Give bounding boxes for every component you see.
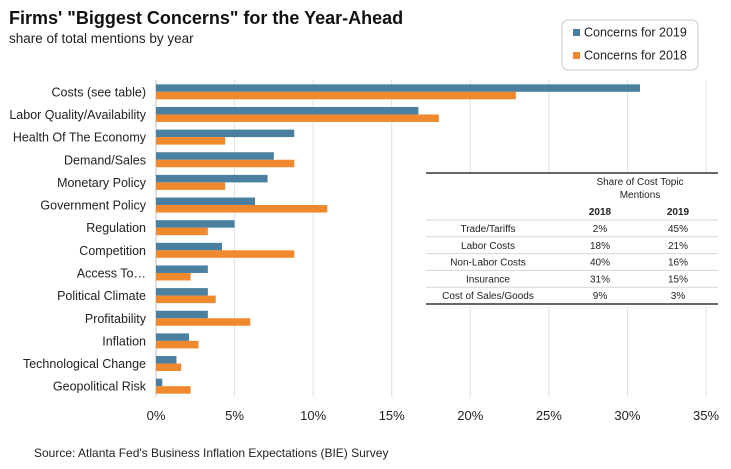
bar-2019-inflation <box>156 333 189 341</box>
category-label-technological-change: Technological Change <box>23 357 146 371</box>
legend: Concerns for 2019 Concerns for 2018 <box>561 19 699 71</box>
bar-2019-access-to <box>156 265 208 273</box>
legend-swatch-2018 <box>573 52 580 59</box>
x-tick-label: 10% <box>300 408 326 423</box>
x-tick-label: 30% <box>614 408 640 423</box>
bar-2018-technological-change <box>156 363 182 372</box>
chart-subtitle: share of total mentions by year <box>9 31 194 46</box>
bar-2019-labor-quality-availability <box>156 106 419 115</box>
category-label-competition: Competition <box>79 244 146 258</box>
table-cell-2018: 40% <box>590 258 610 269</box>
category-labels: Costs (see table) Labor Quality/Availabil… <box>9 85 146 393</box>
category-label-political-climate: Political Climate <box>57 289 146 303</box>
table-rows: Trade/Tariffs 2% 45% Labor Costs 18% 21% Non-L… <box>426 224 718 302</box>
x-tick-label: 0% <box>147 408 166 423</box>
bar-2019-political-climate <box>156 288 208 296</box>
table-cell-2018: 2% <box>593 224 608 235</box>
legend-label-2019: Concerns for 2019 <box>584 26 687 40</box>
table-cell-2019: 15% <box>668 274 688 285</box>
x-tick-label: 25% <box>536 408 562 423</box>
bar-2019-government-policy <box>156 197 255 206</box>
category-label-profitability: Profitability <box>85 312 147 326</box>
x-tick-label: 35% <box>693 408 719 423</box>
bar-2018-geopolitical-risk <box>156 386 191 394</box>
chart-title: Firms' "Biggest Concerns" for the Year-A… <box>9 8 403 28</box>
table-row-label: Cost of Sales/Goods <box>442 291 534 302</box>
table-cell-2019: 21% <box>668 241 688 252</box>
category-label-government-policy: Government Policy <box>40 199 146 213</box>
table-cell-2019: 3% <box>671 291 686 302</box>
category-label-demand-sales: Demand/Sales <box>64 153 146 167</box>
bar-2018-labor-quality-availability <box>156 114 439 122</box>
category-label-monetary-policy: Monetary Policy <box>57 176 147 190</box>
table-cell-2019: 16% <box>668 258 688 269</box>
bar-2018-monetary-policy <box>156 182 226 190</box>
table-background <box>426 173 718 307</box>
bar-2018-regulation <box>156 227 208 236</box>
category-label-access-to: Access To… <box>77 266 146 280</box>
table-row-label: Non-Labor Costs <box>450 258 526 269</box>
table-row-label: Insurance <box>466 274 510 285</box>
x-tick-label: 5% <box>225 408 244 423</box>
bar-2018-competition <box>156 250 295 258</box>
legend-label-2018: Concerns for 2018 <box>584 49 687 63</box>
x-tick-label: 15% <box>379 408 405 423</box>
bar-2019-profitability <box>156 310 208 319</box>
cost-topic-table: Share of Cost Topic Mentions 2018 2019 T… <box>426 172 718 307</box>
bar-2018-costs-see-table <box>156 91 516 100</box>
table-cell-2018: 9% <box>593 291 608 302</box>
bar-2019-costs-see-table <box>156 84 640 92</box>
legend-swatch-2019 <box>573 29 580 36</box>
table-header-2018: 2018 <box>589 207 612 218</box>
x-tick-label: 20% <box>457 408 483 423</box>
category-label-costs-see-table: Costs (see table) <box>52 85 146 99</box>
bars <box>156 84 640 394</box>
bar-2018-profitability <box>156 318 251 326</box>
table-cell-2018: 18% <box>590 241 610 252</box>
bar-2019-geopolitical-risk <box>156 378 163 387</box>
bar-2019-demand-sales <box>156 152 274 160</box>
category-label-geopolitical-risk: Geopolitical Risk <box>53 380 147 394</box>
table-header-2019: 2019 <box>667 207 690 218</box>
bar-2018-government-policy <box>156 205 328 213</box>
source-note: Source: Atlanta Fed's Business Inflation… <box>34 446 388 460</box>
bar-2019-technological-change <box>156 356 177 364</box>
table-row-label: Trade/Tariffs <box>460 224 515 235</box>
bar-2018-inflation <box>156 340 199 349</box>
table-row-label: Labor Costs <box>461 241 515 252</box>
table-title-line1: Share of Cost Topic <box>596 177 683 188</box>
category-label-labor-quality-availability: Labor Quality/Availability <box>9 108 146 122</box>
table-cell-2019: 45% <box>668 224 688 235</box>
bar-2018-health-of-the-economy <box>156 137 226 145</box>
bar-2019-competition <box>156 242 222 251</box>
bar-2019-regulation <box>156 220 235 228</box>
bar-2018-political-climate <box>156 295 216 304</box>
category-label-health-of-the-economy: Health Of The Economy <box>13 131 147 145</box>
legend-box <box>561 19 699 71</box>
bar-2018-demand-sales <box>156 159 295 168</box>
category-label-inflation: Inflation <box>102 334 146 348</box>
bar-2019-health-of-the-economy <box>156 129 295 138</box>
bar-2019-monetary-policy <box>156 174 268 183</box>
table-title-line2: Mentions <box>620 190 661 201</box>
bar-2018-access-to <box>156 272 191 281</box>
category-label-regulation: Regulation <box>86 221 146 235</box>
table-cell-2018: 31% <box>590 274 610 285</box>
x-axis-ticks: 0% 5% 10% 15% 20% 25% 30% 35% <box>147 408 720 423</box>
